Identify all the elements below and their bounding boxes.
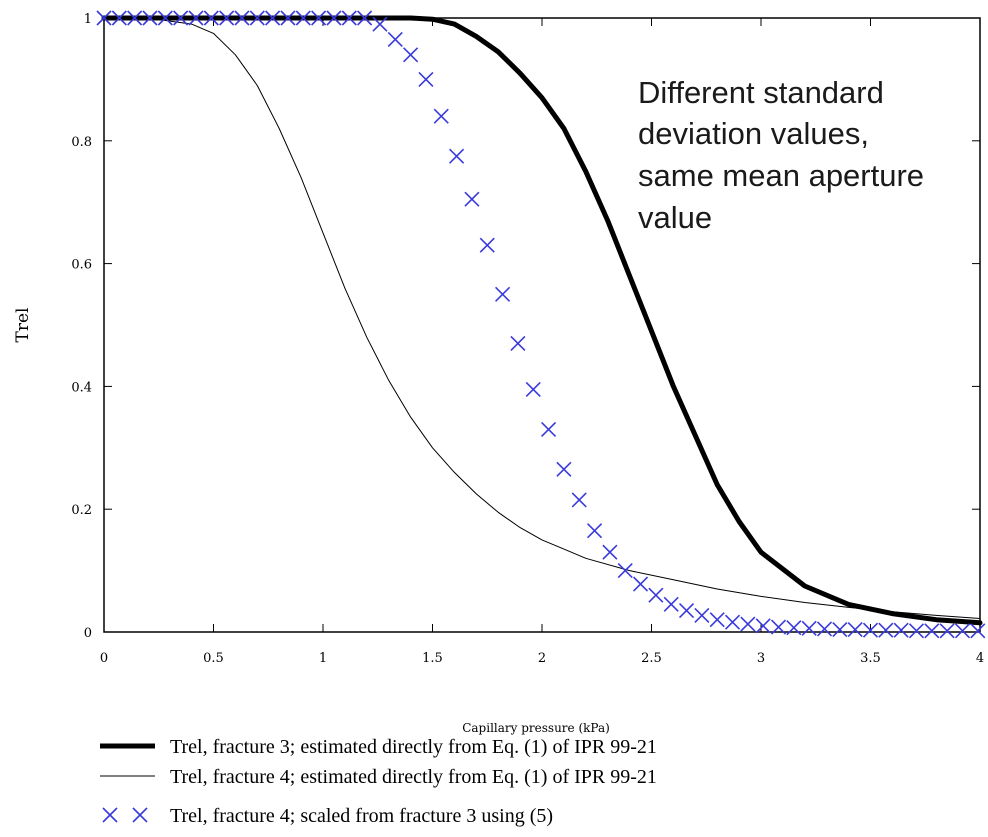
data-point-marker <box>265 10 281 26</box>
data-point-marker <box>801 620 817 636</box>
annotation-line: same mean aperture <box>638 158 924 193</box>
data-point-marker <box>510 335 526 351</box>
data-point-marker <box>249 10 265 26</box>
data-point-marker <box>878 622 894 638</box>
data-point-marker <box>111 10 127 26</box>
data-point-marker <box>663 596 679 612</box>
y-tick-label: 0.6 <box>71 258 92 273</box>
data-point-marker <box>127 10 143 26</box>
legend-item: Trel, fracture 3; estimated directly fro… <box>100 736 657 758</box>
x-tick-label: 3.5 <box>860 651 881 666</box>
y-axis-label: Trel <box>13 308 33 343</box>
data-point-marker <box>724 614 741 630</box>
x-tick-label: 2.5 <box>641 651 662 666</box>
series-line-fracture-3 <box>101 15 983 626</box>
x-axis-label: Capillary pressure (kPa) <box>462 721 610 735</box>
legend-item: Trel, fracture 4; scaled from fracture 3… <box>102 805 553 827</box>
legend: Trel, fracture 3; estimated directly fro… <box>100 736 657 827</box>
data-point-marker <box>295 10 311 26</box>
data-point-marker <box>173 10 189 26</box>
data-point-marker <box>96 10 112 26</box>
x-tick-label: 4 <box>976 651 984 666</box>
data-point-marker <box>372 16 388 32</box>
data-point-marker <box>387 31 403 48</box>
x-tick-label: 1 <box>319 651 327 666</box>
data-point-marker <box>709 612 725 628</box>
series-layer <box>96 10 986 639</box>
data-point-marker <box>862 622 879 638</box>
x-tick-label: 0 <box>100 651 108 666</box>
y-tick-label: 0.8 <box>71 135 92 150</box>
data-point-marker <box>893 622 909 638</box>
series-line-fracture-4 <box>103 17 981 619</box>
data-point-marker <box>311 10 327 26</box>
annotation-line: Different standard <box>638 75 884 110</box>
data-point-marker <box>479 237 495 253</box>
data-point-marker <box>403 47 419 63</box>
x-tick-label: 3 <box>757 651 765 666</box>
data-point-marker <box>755 618 771 634</box>
legend-label: Trel, fracture 4; estimated directly fro… <box>170 766 657 788</box>
series-x-markers <box>96 10 986 639</box>
x-tick-label: 1.5 <box>422 651 443 666</box>
axis-ticks: 0 0.5 1 1.5 2 2.5 3 3.5 4 0 0.2 0.4 0.6 0.8 1 <box>71 12 984 666</box>
legend-item: Trel, fracture 4; estimated directly fro… <box>100 766 657 788</box>
data-point-marker <box>203 10 219 26</box>
x-tick-label: 0.5 <box>203 651 224 666</box>
data-point-marker <box>678 602 695 619</box>
data-point-marker <box>541 421 557 437</box>
data-point-marker <box>586 523 603 539</box>
data-point-marker <box>433 108 449 124</box>
data-point-marker <box>418 71 434 87</box>
annotation: Different standard deviation values, sam… <box>638 75 924 235</box>
data-point-marker <box>234 10 250 26</box>
data-point-marker <box>786 620 802 636</box>
annotation-line: deviation values, <box>638 116 869 151</box>
data-point-marker <box>617 563 633 579</box>
y-tick-label: 1 <box>84 12 92 27</box>
data-point-marker <box>341 10 357 26</box>
data-point-marker <box>142 10 158 26</box>
data-point-marker <box>970 623 986 639</box>
data-point-marker <box>525 381 541 398</box>
data-point-marker <box>770 619 787 635</box>
data-point-marker <box>632 576 649 592</box>
data-point-marker <box>280 10 296 26</box>
data-point-marker <box>464 191 480 207</box>
data-point-marker <box>357 10 373 26</box>
data-point-marker <box>832 621 848 638</box>
legend-label: Trel, fracture 3; estimated directly fro… <box>170 736 657 758</box>
data-point-marker <box>571 492 587 508</box>
y-tick-label: 0.4 <box>71 380 92 395</box>
legend-label: Trel, fracture 4; scaled from fracture 3… <box>170 805 553 827</box>
data-point-marker <box>908 623 925 639</box>
annotation-line: value <box>638 200 712 235</box>
data-point-marker <box>924 623 940 639</box>
data-point-marker <box>847 621 863 638</box>
data-point-marker <box>556 461 572 477</box>
y-tick-label: 0 <box>84 626 92 641</box>
data-point-marker <box>326 10 342 26</box>
data-point-marker <box>740 616 756 632</box>
data-point-marker <box>219 10 235 26</box>
data-point-marker <box>157 10 173 26</box>
data-point-marker <box>954 623 971 639</box>
data-point-marker <box>188 10 204 26</box>
data-point-marker <box>602 544 618 560</box>
y-tick-label: 0.2 <box>71 503 92 518</box>
data-point-marker <box>648 587 664 603</box>
data-point-marker <box>495 286 511 302</box>
data-point-marker <box>939 623 955 639</box>
data-point-marker <box>694 607 710 623</box>
data-point-marker <box>816 621 833 637</box>
legend-swatch-x-markers <box>102 807 148 823</box>
x-tick-label: 2 <box>538 651 546 666</box>
data-point-marker <box>449 148 465 164</box>
